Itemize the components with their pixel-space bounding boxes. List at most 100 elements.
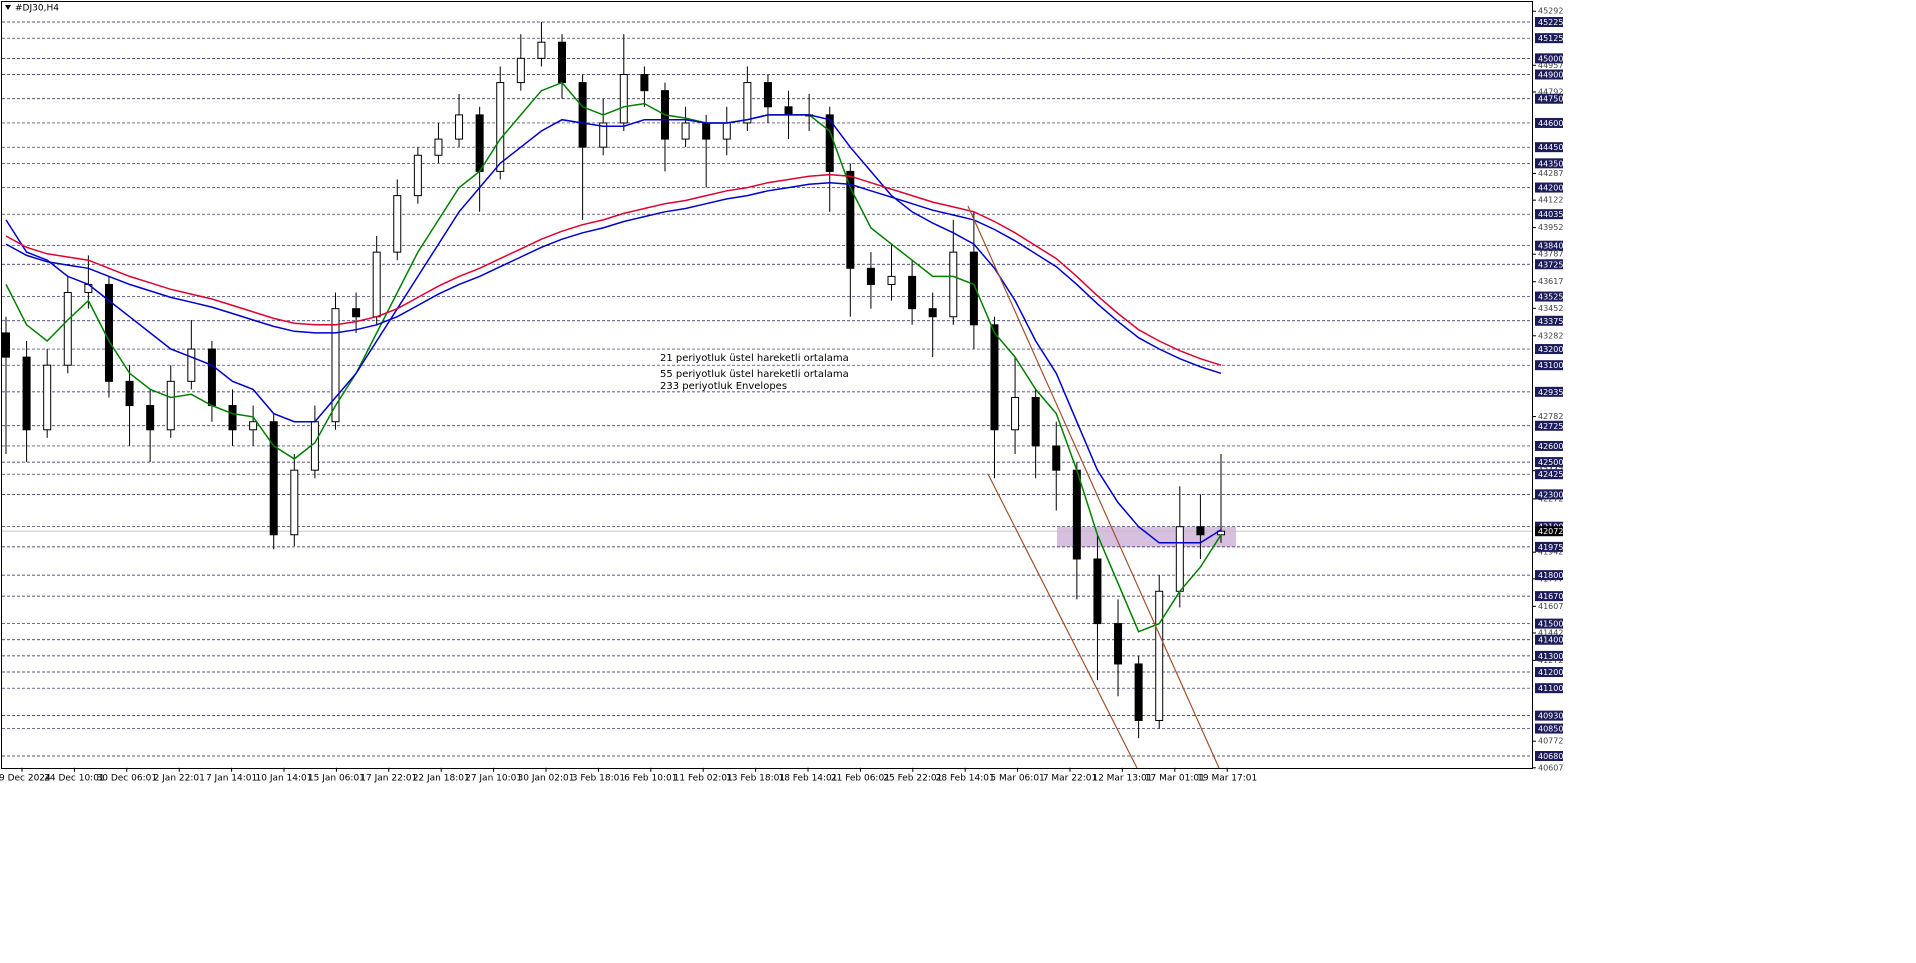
x-tick-label: 25 Feb 22:01 — [883, 773, 942, 783]
x-tick-label: 17 Jan 22:01 — [360, 773, 417, 783]
candle-body — [722, 122, 731, 140]
level-box — [1535, 751, 1563, 762]
candle-body — [1031, 396, 1040, 447]
level-box — [1535, 69, 1563, 80]
level-label: 42425 — [1538, 470, 1563, 479]
plot — [2, 22, 1225, 739]
level-label: 44200 — [1538, 184, 1563, 193]
level-label: 41800 — [1538, 571, 1563, 580]
level-box — [1535, 650, 1563, 661]
candle-body — [249, 421, 258, 431]
candle-body — [166, 380, 175, 431]
level-label: 40680 — [1538, 752, 1563, 761]
level-box — [1535, 541, 1563, 552]
level-box — [1535, 182, 1563, 193]
level-box — [1535, 33, 1563, 44]
level-label: 41400 — [1538, 636, 1563, 645]
level-box — [1535, 723, 1563, 734]
x-tick-label: 5 Mar 06:01 — [990, 773, 1044, 783]
level-box — [1535, 117, 1563, 128]
x-tick-label: 30 Dec 06:01 — [97, 773, 158, 783]
level-label: 40850 — [1538, 725, 1563, 734]
candle-body — [393, 195, 402, 253]
level-label: 42935 — [1538, 388, 1563, 397]
level-label: 42600 — [1538, 442, 1563, 451]
level-label: 40930 — [1538, 712, 1563, 721]
indicator-line — [5, 173, 1222, 366]
candle-body — [537, 41, 546, 59]
level-box — [1535, 667, 1563, 678]
candle-body — [207, 348, 216, 407]
level-label: 44450 — [1538, 143, 1563, 152]
candle-body — [310, 421, 319, 471]
y-tick-label: 43282 — [1538, 331, 1563, 340]
y-tick-label: 43952 — [1538, 223, 1563, 232]
x-tick-label: 18 Feb 14:01 — [778, 773, 837, 783]
candle-body — [1155, 590, 1164, 721]
candle-body — [228, 405, 237, 431]
candle-body — [578, 82, 587, 148]
y-tick-label: 43617 — [1538, 277, 1563, 286]
level-box — [1535, 360, 1563, 371]
channel-lower — [987, 473, 1138, 769]
level-box — [1535, 93, 1563, 104]
level-box — [1535, 17, 1563, 28]
level-label: 41300 — [1538, 652, 1563, 661]
candle-body — [496, 82, 505, 172]
level-label: 41500 — [1538, 620, 1563, 629]
level-box — [1535, 259, 1563, 270]
x-tick-label: 22 Jan 18:01 — [413, 773, 470, 783]
level-label: 44035 — [1538, 210, 1563, 219]
x-tick-label: 15 Jan 06:01 — [308, 773, 365, 783]
y-tick-label: 41942 — [1538, 548, 1563, 557]
candle-body — [640, 74, 649, 92]
level-label: 42725 — [1538, 422, 1563, 431]
level-box — [1535, 158, 1563, 169]
candle-body — [1217, 530, 1225, 536]
level-box — [1535, 634, 1563, 645]
level-box — [1535, 291, 1563, 302]
level-box — [1535, 420, 1563, 431]
candle-body — [599, 122, 608, 148]
level-box — [1535, 683, 1563, 694]
level-label: 41200 — [1538, 668, 1563, 677]
level-box — [1535, 489, 1563, 500]
x-tick-label: 17 Mar 01:01 — [1145, 773, 1205, 783]
level-label: 43840 — [1538, 242, 1563, 251]
level-box — [1535, 469, 1563, 480]
level-box — [1535, 142, 1563, 153]
level-box — [1535, 440, 1563, 451]
x-tick-label: 7 Mar 22:01 — [1043, 773, 1097, 783]
level-label: 45125 — [1538, 34, 1563, 43]
candle-body — [990, 324, 999, 431]
y-tick-label: 42782 — [1538, 412, 1563, 421]
candle-body — [434, 138, 443, 156]
candle-body — [372, 251, 381, 318]
candle-body — [2, 332, 10, 358]
plot-frame — [1, 1, 1533, 769]
legend-label: 55 periyotluk üstel hareketli ortalama — [660, 369, 849, 380]
level-box — [1535, 457, 1563, 468]
candle-body — [763, 82, 772, 108]
candle-body — [681, 122, 690, 140]
candle-body — [455, 114, 464, 140]
current-price-label: 42072 — [1538, 527, 1563, 536]
candle-body — [908, 275, 917, 310]
candle-body — [290, 469, 299, 536]
level-label: 42500 — [1538, 458, 1563, 467]
level-box — [1535, 53, 1563, 64]
level-box — [1535, 591, 1563, 602]
indicator-line — [5, 114, 1222, 544]
level-box — [1535, 570, 1563, 581]
y-tick-label: 44957 — [1538, 61, 1563, 70]
chart-title: #DJ30,H4 — [15, 4, 59, 14]
x-tick-label: 11 Feb 02:01 — [674, 773, 733, 783]
candle-body — [969, 251, 978, 326]
candle-body — [1011, 396, 1020, 431]
candle-body — [269, 421, 278, 536]
x-tick-label: 19 Dec 2024 — [0, 773, 51, 783]
x-tick-label: 30 Jan 02:01 — [518, 773, 575, 783]
current-price-box — [1535, 526, 1563, 537]
